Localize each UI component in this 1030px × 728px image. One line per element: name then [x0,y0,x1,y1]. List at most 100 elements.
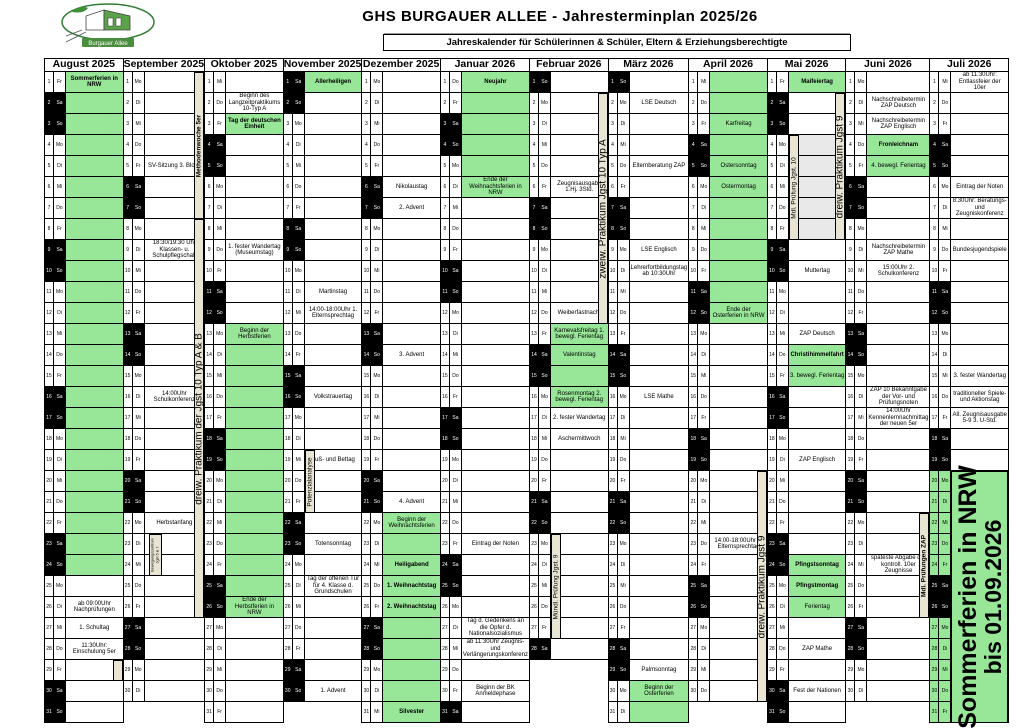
event-cell [305,408,362,428]
sommerferien-text: Sommerferien in NRW bis 01.09.2026 [954,465,1006,728]
day-row: 5 Di [767,156,846,177]
day-number-cell: 16 [124,387,133,407]
event-label: Silvester [399,708,425,715]
day-row: 14 Fr [283,345,362,366]
weekday-cell: Di [539,261,551,281]
weekday-cell: Fr [539,324,551,344]
weekday-cell: Do [698,681,711,701]
day-number-cell: 14 [608,345,618,365]
event-cell [305,555,362,575]
weekday-cell: Do [214,387,227,407]
weekday-cell: Mo [54,282,66,302]
event-label: Totensonntag [315,540,352,547]
day-number-cell: 12 [930,303,940,323]
weekday-cell: So [449,576,462,596]
day-number-cell: 31 [930,702,940,722]
event-cell: 3. Advent [383,345,440,365]
weekday-cell: Mi [371,261,384,281]
weekday-cell: Di [133,681,145,701]
day-row: 13 Mo [689,324,767,345]
day-row: 17 Di [608,408,689,429]
weekday-cell: Mi [777,618,789,638]
day-number-cell: 19 [284,450,293,470]
weekday-cell: Mo [618,387,630,407]
day-row: 24 Mi späteste Abgabe der kontroll. 10er Z… [846,555,930,576]
day-number-cell: 2 [124,93,133,113]
event-cell: 2. fester Wandertag [551,408,608,428]
event-cell [226,219,283,239]
event-cell [66,681,123,701]
weekday-cell: Mo [293,261,305,281]
weekday-cell: Do [618,450,630,470]
day-number-cell: 14 [362,345,372,365]
day-row: 2 Di Nachschreibetermin ZAP Deutsch [846,93,930,114]
event-cell [710,219,767,239]
subtitle-box: Jahreskalender für Schülerinnen & Schüle… [383,34,851,51]
day-number-cell: 18 [362,429,372,449]
day-number-cell: 22 [689,513,699,533]
weekday-cell: Do [371,282,384,302]
day-number-cell: 8 [768,219,777,239]
day-row: 25 Mi [608,576,689,597]
weekday-cell: Sa [776,681,789,701]
day-row: 27 Do [283,618,362,639]
event-label: 1. Schultag [79,624,110,631]
event-cell [630,597,689,617]
day-number-cell: 24 [205,555,215,575]
event-label: Eintrag der Noten [956,183,1004,190]
day-row: 23 Mo [529,534,608,555]
event-cell [66,534,123,554]
day-number-cell: 5 [205,156,215,176]
day-row: 8 Mi [930,219,1009,240]
event-label: Beginn der Herbstferien [238,327,271,340]
day-number-cell: 23 [45,534,54,554]
vertical-bar-mdl-pr-fung-jgst-10: Mdl. Prüfung Jgst. 10 [788,135,799,240]
day-row: 18 Sa [930,429,1009,450]
day-row: 5 Fr SV-Sitzung 3. Block [123,156,205,177]
day-number-cell: 25 [284,576,293,596]
event-cell [66,177,123,197]
day-row: 1 Sa Allerheiligen [283,72,362,93]
day-number-cell: 6 [930,177,940,197]
day-number-cell: 25 [530,576,539,596]
weekday-cell: Mo [54,135,66,155]
day-number-cell: 3 [45,114,54,134]
day-row: 2 Mo [529,93,608,114]
weekday-cell: Do [855,429,868,449]
day-row: 9 Di Nachschreibetermin ZAP Mathe [846,240,930,261]
event-cell [710,135,767,155]
day-row: 17 Di 2. fester Wandertag [529,408,608,429]
event-cell [383,681,440,701]
event-cell [630,576,689,596]
day-number-cell: 27 [441,618,450,638]
event-cell: Nikolaustag [383,177,440,197]
day-number-cell: 23 [124,534,133,554]
event-cell [145,618,205,638]
day-row: 25 Sa [205,576,283,597]
weekday-cell: Mi [54,618,66,638]
day-number-cell: 7 [768,198,777,218]
day-number-cell: 15 [608,366,618,386]
event-cell [462,492,529,512]
weekday-cell: Di [293,135,305,155]
month-header: April 2026 [689,58,767,72]
event-label: Sommerferien in NRW [70,75,118,88]
day-number-cell: 29 [362,660,372,680]
weekday-cell: Di [698,198,711,218]
event-cell [66,345,123,365]
weekday-cell: Di [133,387,145,407]
weekday-cell: Fr [214,408,227,428]
day-row: 9 Do 1. fester Wandertag (Museumstag) [205,240,283,261]
day-number-cell: 19 [930,450,940,470]
day-number-cell: 21 [608,492,618,512]
day-row: 18 So [440,429,529,450]
day-row: 24 Di [529,555,608,576]
event-label: Zeugnisausgabe 1.Hj. 3Std. [557,180,602,193]
day-number-cell: 28 [930,639,940,659]
weekday-cell: Mi [214,72,227,92]
day-row: 15 Mi [689,366,767,387]
weekday-cell: Di [539,555,551,575]
weekday-cell: So [855,198,868,218]
event-cell [710,282,767,302]
day-number-cell: 24 [530,555,539,575]
